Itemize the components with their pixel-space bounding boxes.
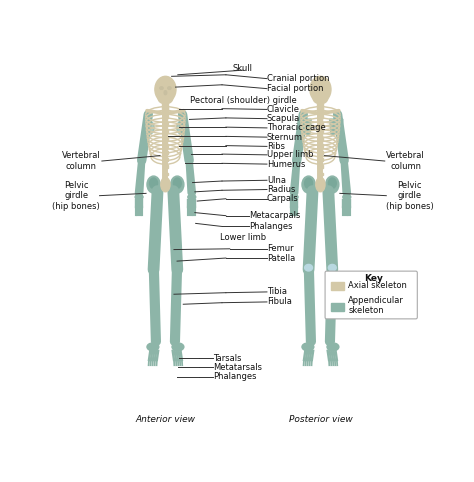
Bar — [318, 173, 323, 175]
Bar — [163, 116, 168, 118]
Ellipse shape — [313, 94, 328, 104]
Text: Thoracic cage: Thoracic cage — [267, 123, 326, 133]
Ellipse shape — [158, 94, 173, 104]
Bar — [318, 116, 323, 118]
Ellipse shape — [161, 177, 170, 192]
Text: Femur: Femur — [267, 244, 293, 254]
Text: Humerus: Humerus — [267, 160, 305, 169]
Text: Vertebral
column: Vertebral column — [386, 151, 425, 171]
Ellipse shape — [155, 76, 176, 103]
FancyBboxPatch shape — [325, 271, 417, 319]
Ellipse shape — [290, 194, 298, 200]
Bar — [318, 180, 323, 182]
Text: Ulna: Ulna — [267, 176, 286, 185]
Ellipse shape — [160, 87, 163, 89]
Text: Appendicular
skeleton: Appendicular skeleton — [348, 296, 404, 316]
Ellipse shape — [168, 87, 171, 89]
Bar — [318, 187, 323, 189]
Text: Cranial portion: Cranial portion — [267, 74, 329, 83]
Bar — [318, 151, 323, 154]
Bar — [163, 151, 168, 154]
Text: Axial skeleton: Axial skeleton — [348, 281, 407, 290]
Ellipse shape — [174, 266, 180, 270]
Ellipse shape — [177, 121, 186, 134]
Text: Posterior view: Posterior view — [289, 415, 352, 424]
Ellipse shape — [147, 176, 160, 193]
Bar — [318, 108, 323, 111]
Text: Tarsals: Tarsals — [213, 354, 241, 362]
Bar — [163, 144, 168, 147]
Bar — [163, 187, 168, 189]
Ellipse shape — [173, 178, 181, 188]
Text: Radius: Radius — [267, 185, 295, 194]
Bar — [163, 130, 168, 133]
Bar — [318, 144, 323, 147]
Ellipse shape — [310, 76, 331, 103]
Ellipse shape — [302, 343, 314, 351]
Bar — [330, 304, 345, 311]
Ellipse shape — [305, 178, 312, 188]
Text: Phalanges: Phalanges — [213, 372, 256, 381]
Text: Sternum: Sternum — [267, 133, 303, 142]
Bar — [318, 130, 323, 133]
Text: Pelvic
girdle
(hip bones): Pelvic girdle (hip bones) — [386, 181, 433, 211]
Bar — [318, 158, 323, 161]
Text: Metacarpals: Metacarpals — [249, 211, 301, 220]
Text: Skull: Skull — [233, 64, 253, 73]
Ellipse shape — [316, 177, 325, 192]
Bar — [318, 122, 323, 125]
Ellipse shape — [328, 265, 336, 271]
Text: Lower limb: Lower limb — [220, 233, 266, 242]
Text: Carpals: Carpals — [267, 194, 299, 203]
Ellipse shape — [302, 176, 315, 193]
Ellipse shape — [145, 121, 154, 134]
Text: Facial portion: Facial portion — [267, 84, 323, 93]
Ellipse shape — [326, 176, 339, 193]
Text: Scapula: Scapula — [267, 114, 300, 123]
Text: Upper limb: Upper limb — [267, 150, 313, 160]
Bar — [318, 137, 323, 139]
Bar — [163, 103, 168, 109]
Ellipse shape — [328, 178, 336, 188]
Text: Metatarsals: Metatarsals — [213, 363, 262, 372]
Ellipse shape — [150, 178, 157, 188]
Text: Ribs: Ribs — [267, 142, 285, 151]
Bar — [318, 103, 323, 109]
Polygon shape — [298, 119, 311, 134]
Ellipse shape — [305, 265, 312, 271]
Text: Clavicle: Clavicle — [267, 105, 300, 114]
Bar — [163, 180, 168, 182]
Text: Tibia: Tibia — [267, 287, 287, 296]
Bar — [163, 108, 168, 111]
Bar — [163, 122, 168, 125]
Text: Vertebral
column: Vertebral column — [62, 151, 100, 171]
Ellipse shape — [171, 176, 184, 193]
Bar — [163, 158, 168, 161]
Bar — [319, 115, 322, 157]
Bar — [163, 165, 168, 168]
Polygon shape — [329, 119, 343, 134]
Ellipse shape — [327, 343, 339, 351]
Bar — [163, 173, 168, 175]
Ellipse shape — [343, 194, 351, 200]
Text: Pelvic
girdle
(hip bones): Pelvic girdle (hip bones) — [53, 181, 100, 211]
Bar — [318, 165, 323, 168]
Ellipse shape — [135, 194, 143, 200]
Text: Key: Key — [364, 274, 383, 283]
Text: Patella: Patella — [267, 254, 295, 263]
Bar — [164, 115, 167, 157]
Text: Fibula: Fibula — [267, 297, 292, 307]
Text: Pectoral (shoulder) girdle: Pectoral (shoulder) girdle — [190, 96, 296, 105]
Ellipse shape — [151, 266, 156, 270]
Ellipse shape — [172, 343, 184, 351]
Text: Anterior view: Anterior view — [136, 415, 195, 424]
Bar — [330, 282, 345, 290]
Ellipse shape — [164, 91, 167, 94]
Bar — [163, 137, 168, 139]
Ellipse shape — [188, 194, 196, 200]
Ellipse shape — [147, 343, 159, 351]
Text: Phalanges: Phalanges — [249, 222, 292, 231]
